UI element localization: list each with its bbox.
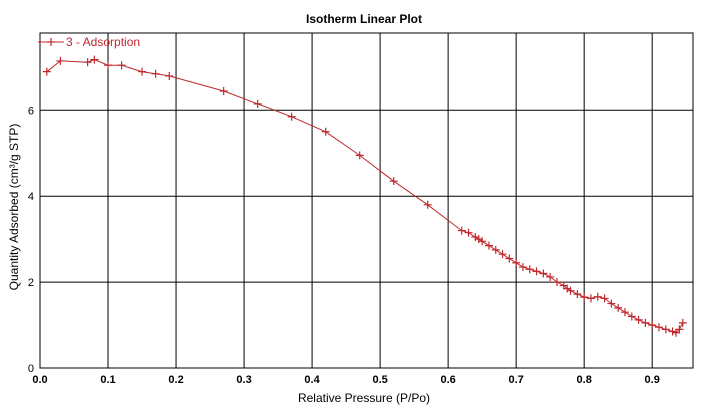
- data-point: [505, 254, 514, 263]
- data-point: [552, 278, 561, 287]
- data-point: [321, 127, 330, 136]
- y-tick-label: 4: [28, 191, 34, 203]
- data-point: [484, 241, 493, 250]
- data-point: [614, 303, 623, 312]
- legend-label: 3 - Adsorption: [66, 35, 140, 49]
- data-point: [607, 299, 616, 308]
- data-point: [457, 226, 466, 235]
- data-point: [668, 327, 677, 336]
- data-point: [498, 250, 507, 259]
- data-point: [600, 294, 609, 303]
- data-point: [491, 245, 500, 254]
- data-point: [389, 177, 398, 186]
- x-tick-label: 0.5: [372, 374, 387, 386]
- data-point: [518, 263, 527, 272]
- data-point: [56, 56, 65, 65]
- data-point: [42, 67, 51, 76]
- data-point: [90, 55, 99, 64]
- y-tick-label: 0: [28, 363, 34, 375]
- data-point: [675, 325, 684, 334]
- data-point: [253, 99, 262, 108]
- data-point: [539, 269, 548, 278]
- data-point: [117, 61, 126, 70]
- x-tick-label: 0.6: [440, 374, 455, 386]
- data-point: [648, 321, 657, 330]
- legend: 3 - Adsorption: [38, 35, 140, 49]
- data-point: [586, 294, 595, 303]
- data-point: [83, 58, 92, 67]
- data-point: [573, 290, 582, 299]
- data-point: [525, 265, 534, 274]
- x-tick-label: 0.8: [577, 374, 592, 386]
- data-point: [566, 286, 575, 295]
- x-tick-label: 0.2: [168, 374, 183, 386]
- data-point: [512, 258, 521, 267]
- x-tick-labels: 0.0 0.1 0.2 0.3 0.4 0.5 0.6 0.7 0.8 0.9: [32, 374, 659, 386]
- y-tick-label: 2: [28, 277, 34, 289]
- data-point: [104, 61, 113, 70]
- data-point: [355, 151, 364, 160]
- series-adsorption: [42, 55, 687, 337]
- data-point: [474, 235, 483, 244]
- y-tick-labels: 0 2 4 6: [28, 105, 34, 375]
- grid-lines: [39, 32, 694, 369]
- x-tick-label: 0.7: [508, 374, 523, 386]
- data-point: [423, 200, 432, 209]
- data-point: [620, 308, 629, 317]
- data-point: [532, 267, 541, 276]
- x-tick-label: 0.9: [645, 374, 660, 386]
- data-point: [478, 237, 487, 246]
- data-point: [471, 233, 480, 242]
- data-point: [678, 318, 687, 327]
- data-point: [661, 325, 670, 334]
- x-tick-label: 0.3: [236, 374, 251, 386]
- y-tick-label: 6: [28, 105, 34, 117]
- x-tick-label: 0.4: [304, 374, 320, 386]
- y-axis-label: Quantity Adsorbed (cm³/g STP): [7, 124, 21, 291]
- data-point: [165, 71, 174, 80]
- x-tick-label: 0.0: [32, 374, 47, 386]
- data-point: [546, 272, 555, 281]
- data-point: [151, 69, 160, 78]
- chart-title: Isotherm Linear Plot: [306, 12, 422, 26]
- data-point: [641, 318, 650, 327]
- data-point: [580, 293, 589, 302]
- data-point: [654, 323, 663, 332]
- x-tick-label: 0.1: [100, 374, 115, 386]
- data-point: [219, 86, 228, 95]
- data-point: [627, 312, 636, 321]
- legend-marker-plus-icon: [47, 38, 55, 46]
- plot-border: [39, 32, 694, 369]
- data-point: [138, 67, 147, 76]
- data-point: [287, 112, 296, 121]
- data-point: [593, 292, 602, 301]
- x-axis-label: Relative Pressure (P/Po): [298, 391, 430, 405]
- data-point: [634, 315, 643, 324]
- data-point: [464, 228, 473, 237]
- data-point: [671, 328, 680, 337]
